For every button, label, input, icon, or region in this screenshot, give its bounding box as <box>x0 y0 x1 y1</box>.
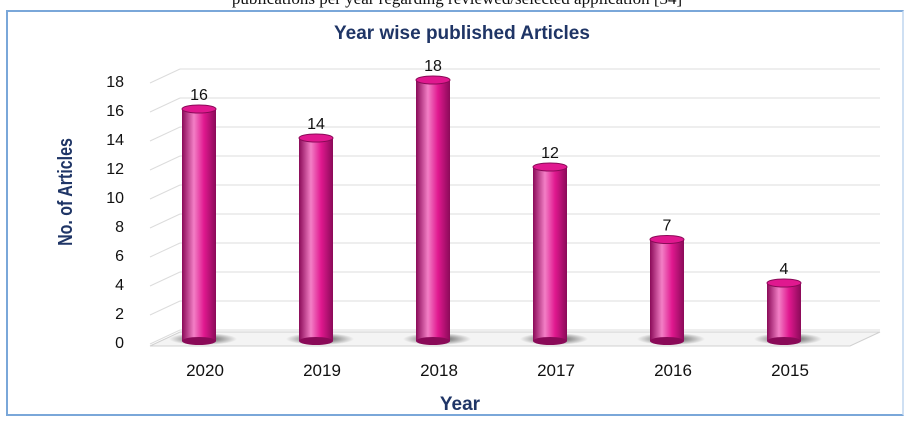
y-tick-label: 6 <box>115 248 124 265</box>
x-tick-label: 2015 <box>771 361 809 380</box>
bar-body <box>767 283 801 341</box>
data-label: 16 <box>190 87 208 104</box>
bars: 16 14 18 12 7 4 <box>169 58 822 345</box>
bar-2017: 12 <box>520 145 588 345</box>
y-tick-label: 0 <box>115 335 124 352</box>
y-axis-title: No. of Articles <box>54 138 76 246</box>
y-tick-label: 14 <box>106 132 124 149</box>
data-label: 12 <box>541 145 559 162</box>
data-label: 18 <box>424 58 442 75</box>
x-tick-label: 2018 <box>420 361 458 380</box>
x-tick-label: 2020 <box>186 361 224 380</box>
bar-base <box>299 337 333 345</box>
bar-base <box>416 337 450 345</box>
bar-top <box>181 104 217 114</box>
bar-body <box>650 239 684 341</box>
bar-base <box>767 337 801 345</box>
y-tick-label: 4 <box>115 277 124 294</box>
y-tick-label: 12 <box>106 161 124 178</box>
y-tick-label: 10 <box>106 190 124 207</box>
bar-2016: 7 <box>637 218 705 345</box>
bar-body <box>299 138 333 341</box>
bar-2019: 14 <box>286 116 354 345</box>
data-label: 14 <box>307 116 325 133</box>
chart-title: Year wise published Articles <box>334 23 590 44</box>
bar-body <box>416 80 450 341</box>
x-tick-label: 2019 <box>303 361 341 380</box>
bar-top <box>415 75 451 85</box>
data-label: 4 <box>780 261 789 278</box>
bar-body <box>182 109 216 341</box>
bar-base <box>182 337 216 345</box>
bar-2015: 4 <box>754 261 822 345</box>
x-axis-title: Year <box>440 394 481 415</box>
data-label: 7 <box>663 218 672 235</box>
bar-body <box>533 167 567 341</box>
chart-frame <box>6 10 904 416</box>
y-tick-label: 8 <box>115 219 124 236</box>
bar-top <box>649 235 685 244</box>
figure-caption: publications per year regarding reviewed… <box>0 0 914 9</box>
bar-2020: 16 <box>169 87 237 345</box>
x-tick-label: 2016 <box>654 361 692 380</box>
x-axis-ticks: 2020 2019 2018 2017 2016 2015 <box>186 361 809 380</box>
bar-top <box>766 278 802 288</box>
bar-2018: 18 <box>403 58 471 345</box>
y-tick-label: 2 <box>115 306 124 323</box>
y-tick-label: 16 <box>106 103 124 120</box>
y-axis-ticks: 0 2 4 6 8 10 12 14 16 18 <box>106 74 124 352</box>
y-tick-label: 18 <box>106 74 124 91</box>
bar-top <box>532 162 568 172</box>
bar-top <box>298 133 334 143</box>
bar-base <box>533 337 567 345</box>
bar-base <box>650 337 684 345</box>
x-tick-label: 2017 <box>537 361 575 380</box>
gridlines <box>149 68 880 345</box>
